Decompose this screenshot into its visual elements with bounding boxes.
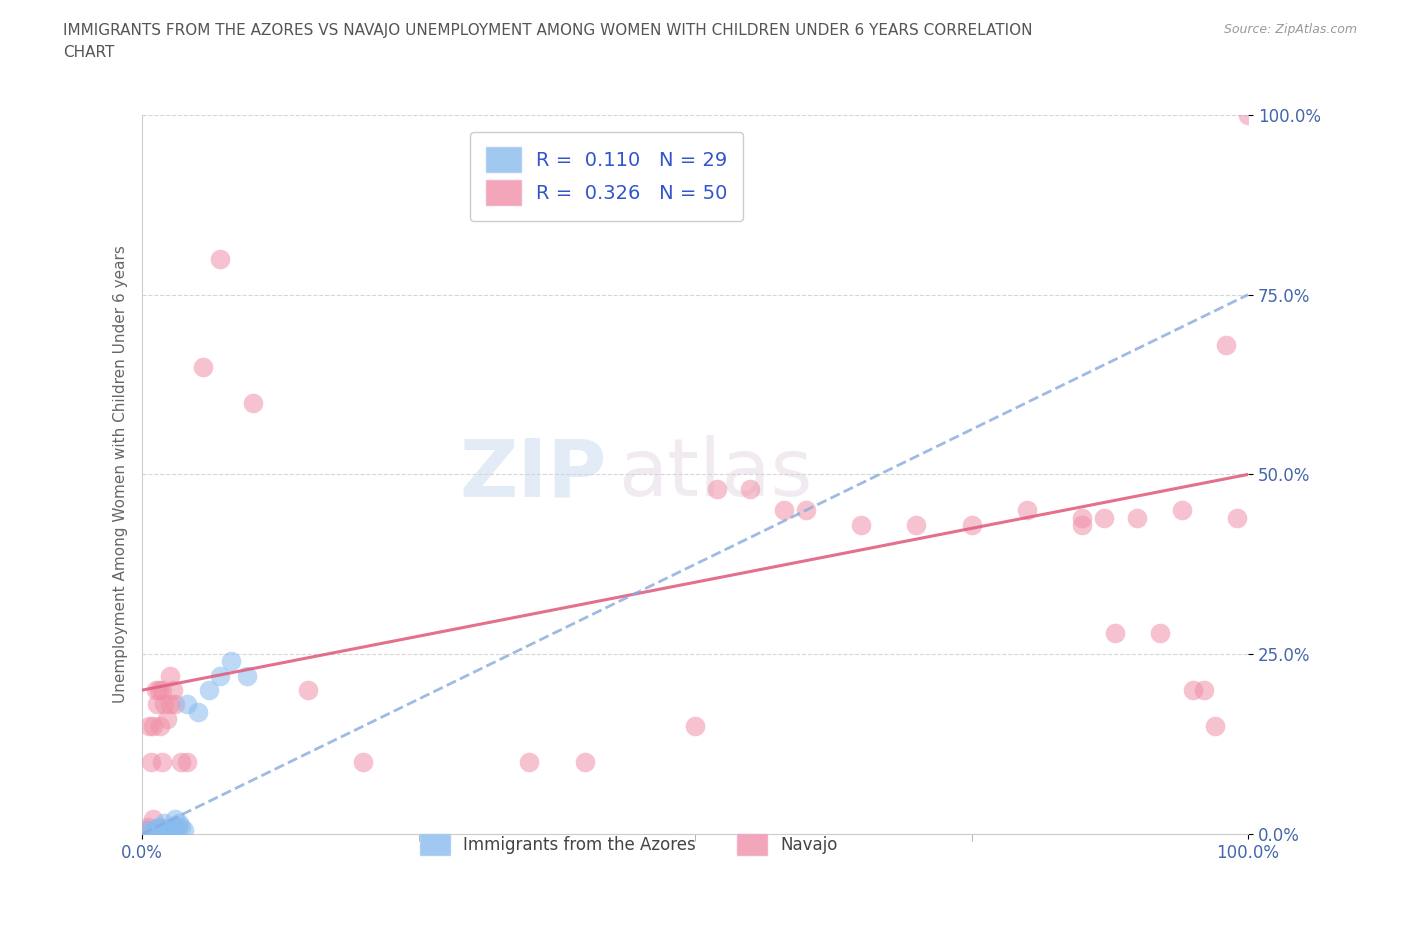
Point (149, 824, 172, 839)
Point (136, 823, 159, 838)
Point (297, 683, 319, 698)
Point (162, 683, 184, 698)
Point (153, 697, 176, 711)
Point (141, 754, 163, 769)
Point (156, 823, 179, 838)
Point (352, 754, 374, 769)
Point (236, 669, 259, 684)
Point (165, 812, 187, 827)
Point (208, 251, 231, 266)
Point (1181, 683, 1204, 698)
Point (150, 754, 173, 769)
Point (167, 816, 190, 830)
Point (173, 823, 195, 838)
Point (517, 754, 540, 769)
Point (706, 482, 728, 497)
Point (150, 821, 173, 836)
Point (1237, 108, 1260, 123)
Point (159, 823, 181, 838)
Point (165, 823, 187, 838)
Point (197, 683, 219, 698)
Point (166, 819, 188, 834)
Point (208, 669, 231, 684)
Point (141, 824, 163, 839)
Point (1071, 517, 1094, 532)
Point (136, 819, 159, 834)
Point (156, 711, 179, 726)
Text: CHART: CHART (63, 45, 115, 60)
Point (156, 820, 179, 835)
Point (145, 820, 167, 835)
Point (159, 697, 181, 711)
Point (1204, 719, 1226, 734)
Y-axis label: Unemployment Among Women with Children Under 6 years: Unemployment Among Women with Children U… (114, 246, 128, 703)
Point (170, 754, 193, 769)
Point (1015, 503, 1038, 518)
Point (1192, 683, 1215, 698)
Point (187, 704, 209, 719)
Text: ZIP: ZIP (460, 435, 607, 513)
Text: atlas: atlas (617, 435, 813, 513)
Point (176, 697, 198, 711)
Point (1215, 338, 1237, 352)
Point (153, 816, 176, 830)
Point (1149, 625, 1171, 640)
Point (219, 654, 242, 669)
Point (772, 503, 794, 518)
Point (1092, 511, 1115, 525)
Point (153, 825, 176, 840)
Point (160, 824, 183, 839)
Point (170, 819, 193, 834)
Point (142, 824, 165, 839)
Point (145, 825, 167, 840)
Point (165, 819, 187, 834)
Point (162, 819, 184, 834)
Point (135, 823, 157, 838)
Point (1104, 625, 1126, 640)
Point (159, 669, 181, 684)
Point (849, 517, 872, 532)
Point (960, 517, 983, 532)
Point (150, 683, 173, 698)
Point (142, 719, 165, 734)
Point (1170, 503, 1192, 518)
Point (138, 719, 160, 734)
Point (1126, 511, 1149, 525)
Text: IMMIGRANTS FROM THE AZORES VS NAVAJO UNEMPLOYMENT AMONG WOMEN WITH CHILDREN UNDE: IMMIGRANTS FROM THE AZORES VS NAVAJO UNE… (63, 23, 1033, 38)
Point (145, 697, 167, 711)
Point (152, 823, 174, 838)
Legend: Immigrants from the Azores, Navajo: Immigrants from the Azores, Navajo (406, 820, 852, 869)
Point (148, 819, 170, 834)
Point (794, 503, 817, 518)
Text: Source: ZipAtlas.com: Source: ZipAtlas.com (1223, 23, 1357, 36)
Point (191, 359, 214, 374)
Point (165, 697, 187, 711)
Point (148, 823, 170, 838)
Point (683, 719, 706, 734)
Point (242, 395, 264, 410)
Point (740, 482, 762, 497)
Point (142, 812, 165, 827)
Point (905, 517, 928, 532)
Point (574, 754, 596, 769)
Point (149, 719, 172, 734)
Point (176, 754, 198, 769)
Point (1226, 511, 1249, 525)
Point (148, 683, 170, 698)
Point (1071, 511, 1094, 525)
Point (145, 683, 167, 698)
